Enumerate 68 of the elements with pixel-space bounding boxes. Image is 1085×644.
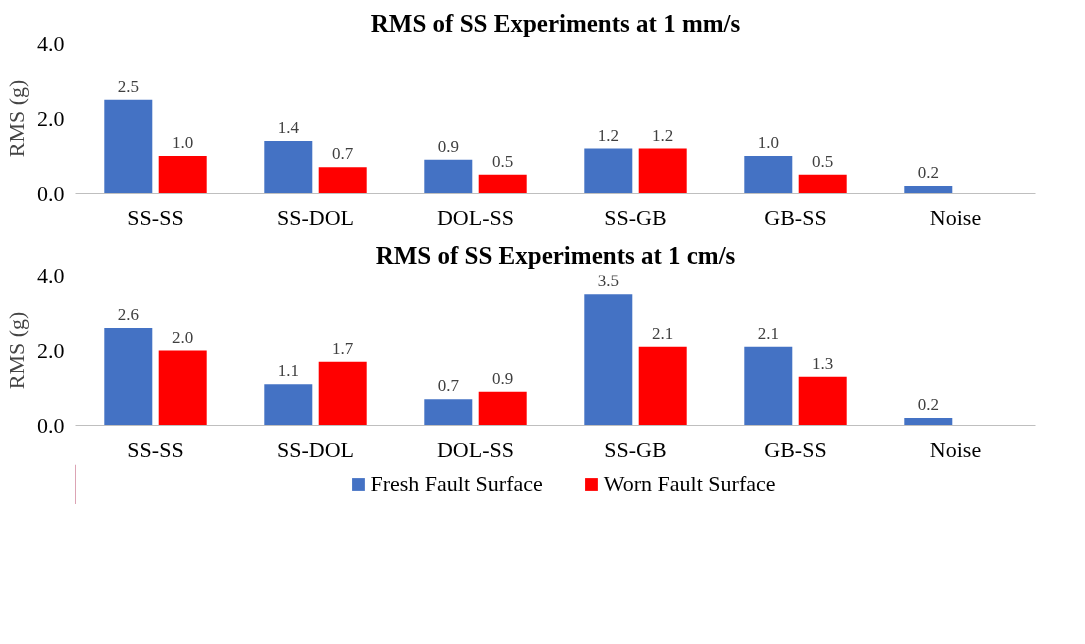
y-axis-title: RMS (g): [4, 79, 29, 158]
bar: [744, 156, 793, 194]
data-label: 2.6: [117, 305, 139, 324]
bar: [264, 141, 313, 194]
bar: [584, 294, 633, 426]
bar: [584, 148, 633, 194]
x-tick-label: Noise: [929, 204, 982, 230]
x-tick-label: SS-SS: [127, 436, 184, 462]
x-tick-label: Noise: [929, 436, 982, 462]
bar: [264, 384, 313, 426]
data-label: 2.5: [117, 76, 139, 96]
data-label: 2.1: [652, 323, 674, 343]
bar: [904, 186, 953, 194]
x-tick-label: GB-SS: [764, 204, 827, 230]
x-tick-label: DOL-SS: [436, 204, 515, 230]
bar: [798, 376, 847, 426]
chart-title: RMS of SS Experiments at 1 mm/s: [370, 9, 741, 37]
data-label: 1.2: [652, 125, 674, 145]
bar: [638, 148, 687, 194]
bar: [744, 346, 793, 426]
x-tick-label: GB-SS: [764, 436, 827, 462]
data-label: 0.5: [492, 151, 514, 171]
data-label: 1.3: [812, 353, 834, 373]
data-label: 3.5: [597, 271, 619, 291]
bar: [904, 418, 953, 426]
data-label: 1.0: [757, 133, 779, 152]
bar: [104, 99, 153, 194]
legend-label: Worn Fault Surface: [603, 471, 776, 497]
x-tick-label: SS-GB: [604, 436, 667, 462]
bar: [104, 328, 153, 426]
bar: [478, 391, 527, 426]
bar: [158, 156, 207, 194]
x-tick-label: DOL-SS: [436, 436, 515, 462]
bar: [478, 174, 527, 194]
y-tick-label: 0.0: [37, 180, 65, 206]
data-label: 0.2: [917, 163, 939, 182]
y-tick-label: 2.0: [37, 337, 65, 363]
bar: [318, 361, 367, 426]
data-label: 0.5: [812, 151, 834, 171]
y-tick-label: 4.0: [37, 30, 65, 56]
data-label: 2.1: [757, 323, 779, 343]
y-axis-title: RMS (g): [4, 311, 29, 390]
x-tick-label: SS-GB: [604, 204, 667, 230]
chart-title: RMS of SS Experiments at 1 cm/s: [375, 241, 736, 269]
data-label: 2.0: [172, 327, 194, 347]
data-label: 1.4: [277, 118, 300, 137]
bar: [158, 350, 207, 426]
bar: [638, 346, 687, 426]
data-label: 1.1: [277, 361, 299, 381]
data-label: 1.2: [597, 125, 619, 145]
bar: [318, 167, 367, 194]
x-tick-label: SS-DOL: [276, 204, 355, 230]
y-tick-label: 2.0: [37, 105, 65, 131]
x-tick-label: SS-DOL: [276, 436, 355, 462]
x-tick-label: SS-SS: [127, 204, 184, 230]
y-tick-label: 0.0: [37, 412, 65, 438]
bar: [424, 159, 473, 194]
data-label: 0.7: [437, 376, 460, 396]
bar: [798, 174, 847, 194]
data-label: 0.7: [332, 144, 354, 164]
y-tick-label: 4.0: [37, 262, 65, 288]
data-label: 0.2: [917, 395, 939, 414]
data-label: 1.0: [172, 133, 194, 152]
data-label: 0.9: [492, 368, 514, 388]
data-label: 0.9: [437, 136, 459, 156]
legend-label: Fresh Fault Surface: [370, 471, 543, 497]
data-label: 1.7: [332, 338, 354, 358]
bar: [424, 399, 473, 426]
